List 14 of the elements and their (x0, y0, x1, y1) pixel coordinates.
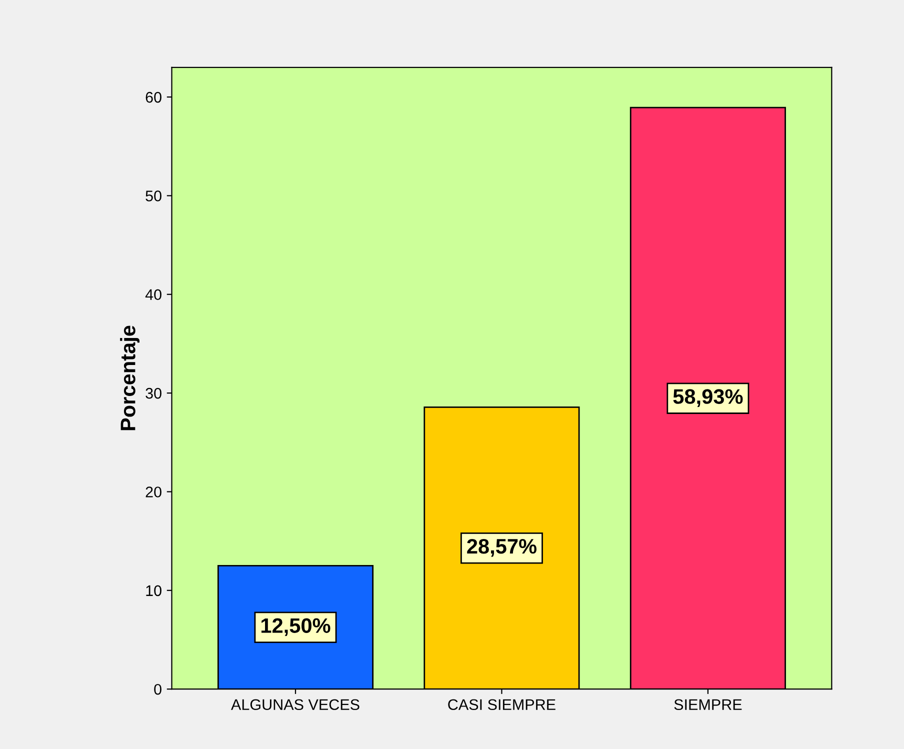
y-tick-label: 0 (154, 684, 162, 695)
data-label: 12,50% (261, 618, 330, 636)
y-tick-label: 60 (146, 92, 162, 103)
data-label: 28,57% (467, 538, 536, 557)
y-tick-label: 40 (145, 289, 162, 300)
y-tick-label: 10 (146, 585, 162, 596)
y-axis-title: Porcentaje (120, 326, 140, 430)
y-tick-label: 50 (146, 190, 162, 202)
x-tick-label: CASI SIEMPRE (448, 699, 556, 710)
y-tick-label: 20 (146, 486, 162, 498)
y-tick-label: 30 (146, 388, 162, 399)
data-label: 58,93% (673, 389, 743, 407)
x-tick-label: ALGUNAS VECES (230, 699, 360, 710)
x-tick-label: SIEMPRE (674, 699, 742, 710)
